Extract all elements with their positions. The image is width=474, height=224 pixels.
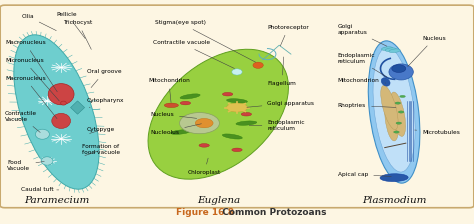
Text: Plasmodium: Plasmodium: [362, 196, 426, 205]
Ellipse shape: [241, 112, 252, 116]
Ellipse shape: [61, 101, 66, 105]
Ellipse shape: [227, 103, 247, 112]
Text: Contractile vacuole: Contractile vacuole: [153, 41, 235, 69]
Text: Cilia: Cilia: [21, 14, 56, 31]
Text: Trichocyst: Trichocyst: [64, 20, 93, 50]
Text: Food
Vacuole: Food Vacuole: [7, 160, 45, 171]
Ellipse shape: [381, 78, 390, 86]
Ellipse shape: [41, 157, 53, 165]
Text: Cytopharynx: Cytopharynx: [87, 98, 125, 108]
Ellipse shape: [381, 85, 398, 130]
Ellipse shape: [395, 102, 401, 104]
Ellipse shape: [385, 97, 399, 141]
Ellipse shape: [392, 65, 406, 73]
Ellipse shape: [380, 174, 408, 182]
Ellipse shape: [180, 112, 219, 134]
Ellipse shape: [199, 144, 210, 147]
Text: Pellicle: Pellicle: [56, 12, 85, 39]
Ellipse shape: [36, 129, 49, 139]
Ellipse shape: [368, 41, 420, 183]
Text: Nucleus: Nucleus: [150, 112, 197, 118]
Text: Macronucleus: Macronucleus: [5, 41, 57, 92]
Ellipse shape: [190, 125, 209, 130]
Text: Stigma(eye spot): Stigma(eye spot): [155, 20, 255, 62]
Text: Rhoptries: Rhoptries: [338, 103, 396, 108]
Text: Macronucleus: Macronucleus: [5, 76, 57, 119]
Polygon shape: [71, 101, 84, 114]
Ellipse shape: [14, 35, 99, 189]
Ellipse shape: [236, 121, 257, 125]
Text: Oral groove: Oral groove: [87, 69, 121, 88]
Text: Cytopyge: Cytopyge: [87, 127, 115, 134]
Ellipse shape: [222, 93, 233, 96]
Ellipse shape: [195, 118, 213, 128]
Ellipse shape: [398, 111, 404, 113]
Ellipse shape: [222, 134, 242, 139]
Text: Flagellum: Flagellum: [267, 57, 296, 86]
Ellipse shape: [400, 95, 405, 97]
Ellipse shape: [389, 64, 413, 80]
Ellipse shape: [390, 92, 406, 136]
Text: Chloroplast: Chloroplast: [188, 158, 221, 174]
Text: Mitochondrion: Mitochondrion: [338, 78, 386, 83]
FancyBboxPatch shape: [0, 5, 474, 208]
Text: Golgi apparatus: Golgi apparatus: [247, 101, 314, 107]
Ellipse shape: [48, 84, 74, 105]
Text: Microtubules: Microtubules: [415, 129, 460, 135]
Ellipse shape: [148, 49, 289, 179]
Text: Golgi
apparatus: Golgi apparatus: [338, 24, 387, 46]
Text: Contractile
Vacuole: Contractile Vacuole: [5, 111, 40, 132]
Text: Paramecium: Paramecium: [24, 196, 89, 205]
Text: Micronucleus: Micronucleus: [5, 58, 59, 101]
Ellipse shape: [180, 101, 191, 105]
Ellipse shape: [385, 48, 396, 52]
Ellipse shape: [52, 113, 71, 129]
Ellipse shape: [232, 148, 242, 152]
Ellipse shape: [232, 69, 242, 75]
Ellipse shape: [373, 47, 415, 172]
Ellipse shape: [164, 103, 178, 108]
Text: Euglena: Euglena: [197, 196, 240, 205]
Text: Endoplasmic
reticulum: Endoplasmic reticulum: [338, 53, 387, 77]
Ellipse shape: [393, 131, 399, 133]
Text: Photoreceptor: Photoreceptor: [267, 25, 309, 46]
Text: Common Protozoans: Common Protozoans: [216, 208, 327, 217]
Text: Caudal tuft: Caudal tuft: [21, 187, 59, 192]
Ellipse shape: [382, 47, 392, 50]
Ellipse shape: [171, 130, 191, 134]
Ellipse shape: [180, 94, 200, 99]
Text: Formation of
food vacuole: Formation of food vacuole: [82, 144, 120, 156]
Text: Apical cap: Apical cap: [338, 172, 392, 177]
Text: Endoplasmic
reticulum: Endoplasmic reticulum: [249, 120, 305, 131]
Text: Mitochondrion: Mitochondrion: [148, 78, 190, 103]
Ellipse shape: [396, 122, 401, 124]
Text: Figure 16.8: Figure 16.8: [176, 208, 234, 217]
Text: Nucleus: Nucleus: [408, 36, 446, 67]
Ellipse shape: [227, 99, 247, 103]
Text: Nucleolus: Nucleolus: [150, 124, 201, 135]
Ellipse shape: [389, 49, 400, 53]
Ellipse shape: [253, 62, 263, 68]
